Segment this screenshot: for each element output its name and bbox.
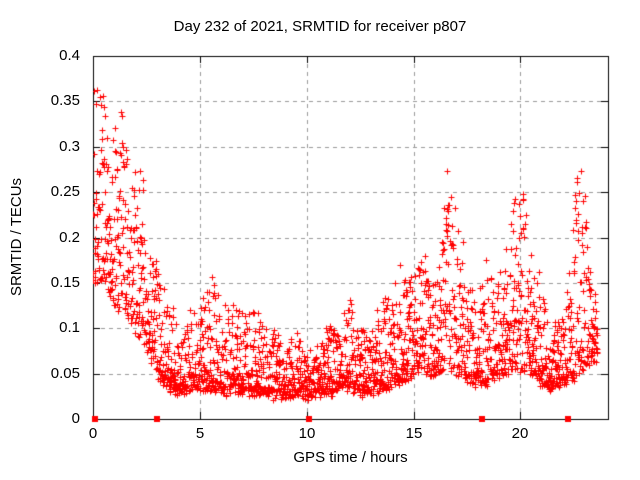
- x-tick-label: 0: [88, 425, 98, 442]
- y-tick-label: 0.25: [50, 183, 80, 200]
- y-tick-label: 0.35: [50, 92, 80, 109]
- x-tick-label: 15: [405, 425, 423, 442]
- y-tick-label: 0: [71, 410, 80, 427]
- x-tick-label: 10: [298, 425, 316, 442]
- x-axis-label: GPS time / hours: [293, 449, 408, 466]
- x-tick-label: 5: [195, 425, 205, 442]
- x-tick-label: 20: [511, 425, 529, 442]
- y-axis-label: SRMTID / TECUs: [8, 177, 25, 297]
- y-tick-label: 0.05: [50, 365, 80, 382]
- y-tick-label: 0.4: [59, 47, 80, 64]
- y-tick-label: 0.1: [59, 319, 80, 336]
- y-tick-label: 0.15: [50, 274, 80, 291]
- chart-title: Day 232 of 2021, SRMTID for receiver p80…: [173, 18, 467, 35]
- y-tick-label: 0.3: [59, 138, 80, 155]
- y-tick-label: 0.2: [59, 229, 80, 246]
